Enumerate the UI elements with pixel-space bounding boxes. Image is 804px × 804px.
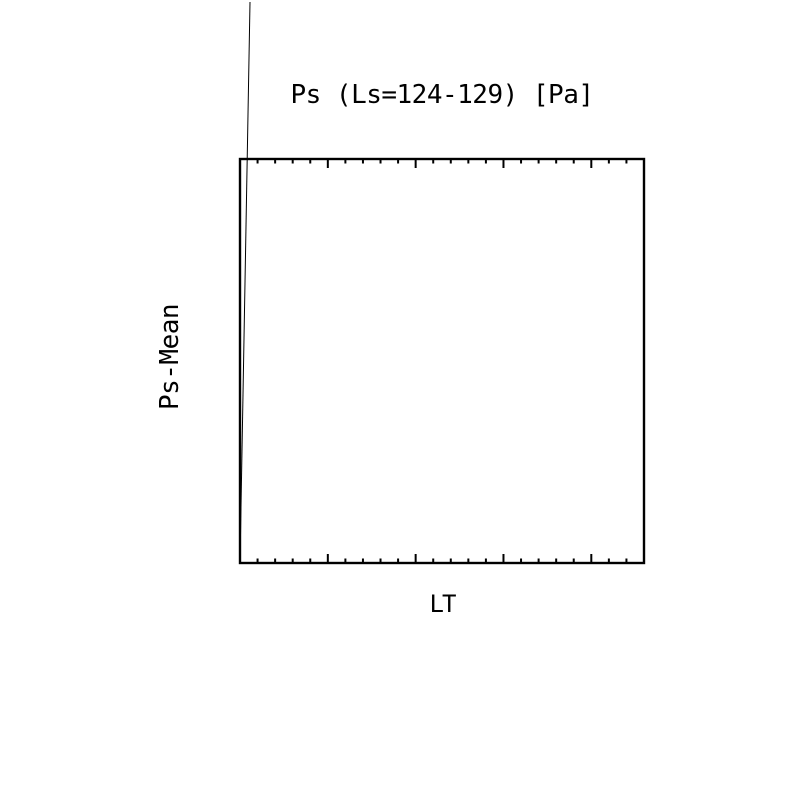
undefined xyxy=(239,1,251,564)
x-axis-label: LT xyxy=(429,590,457,618)
chart-title: Ps (Ls=124-129) [Pa] xyxy=(290,80,594,110)
axes-frame xyxy=(238,157,646,565)
